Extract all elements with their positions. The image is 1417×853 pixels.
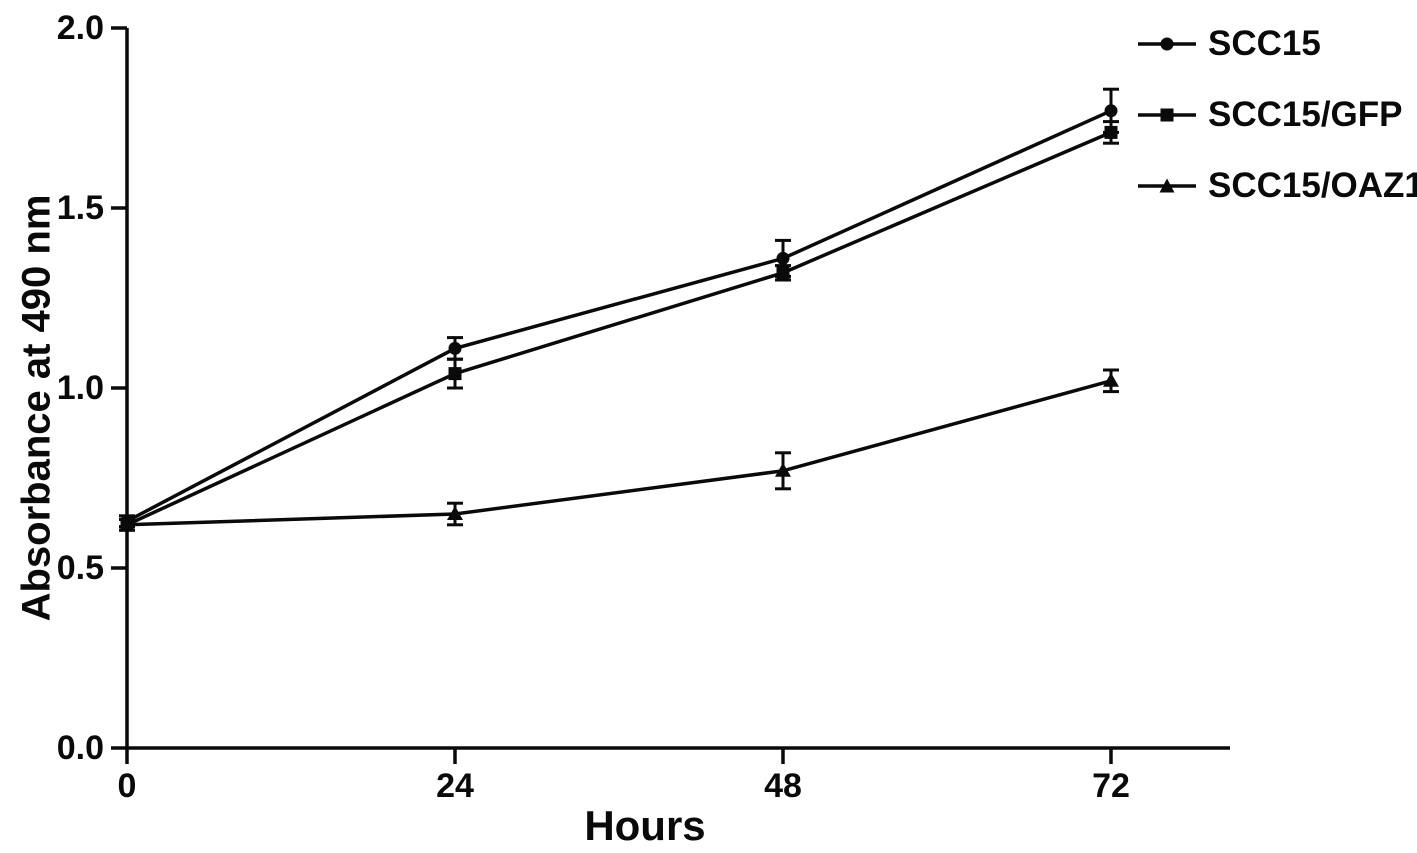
data-point-marker — [776, 251, 790, 265]
x-tick-label: 48 — [764, 767, 802, 805]
legend-item-scc15-oaz1: SCC15/OAZ1 — [1138, 168, 1417, 204]
x-axis-label: Hours — [584, 802, 706, 849]
y-tick-label: 0.5 — [57, 549, 104, 587]
legend-item-scc15: SCC15 — [1138, 26, 1321, 62]
x-tick-label: 72 — [1092, 767, 1130, 805]
data-point-marker — [776, 266, 790, 280]
y-tick-label: 1.0 — [57, 369, 104, 407]
legend-circle-marker-icon — [1138, 37, 1196, 51]
y-axis-label: Absorbance at 490 nm — [14, 194, 59, 622]
series-line-scc15-oaz1 — [126, 379, 1112, 527]
legend-item-label: SCC15/OAZ1 — [1208, 166, 1417, 205]
y-tick-label: 1.5 — [57, 189, 104, 227]
data-point-marker — [1104, 104, 1118, 118]
data-point-marker — [775, 462, 791, 477]
legend-square-marker-icon — [1138, 108, 1196, 122]
data-point-marker — [447, 506, 463, 520]
x-tick-label: 24 — [436, 767, 474, 805]
x-tick-label: 0 — [118, 767, 137, 805]
data-point-marker — [448, 367, 462, 381]
legend-triangle-marker-icon — [1138, 178, 1196, 193]
data-point-marker — [1103, 372, 1119, 387]
data-point-marker — [448, 341, 462, 355]
legend-item-label: SCC15 — [1208, 24, 1321, 63]
series-line-scc15 — [126, 109, 1112, 523]
legend: SCC15 SCC15/GFP SCC15/OAZ1 — [1138, 0, 1417, 230]
series-line-scc15-gfp — [126, 130, 1112, 527]
legend-item-scc15-gfp: SCC15/GFP — [1138, 97, 1403, 133]
data-point-marker — [119, 516, 135, 531]
data-point-marker — [1104, 125, 1118, 139]
y-tick-label: 0.0 — [57, 729, 104, 767]
y-tick-label: 2.0 — [57, 9, 104, 47]
legend-item-label: SCC15/GFP — [1208, 95, 1403, 134]
